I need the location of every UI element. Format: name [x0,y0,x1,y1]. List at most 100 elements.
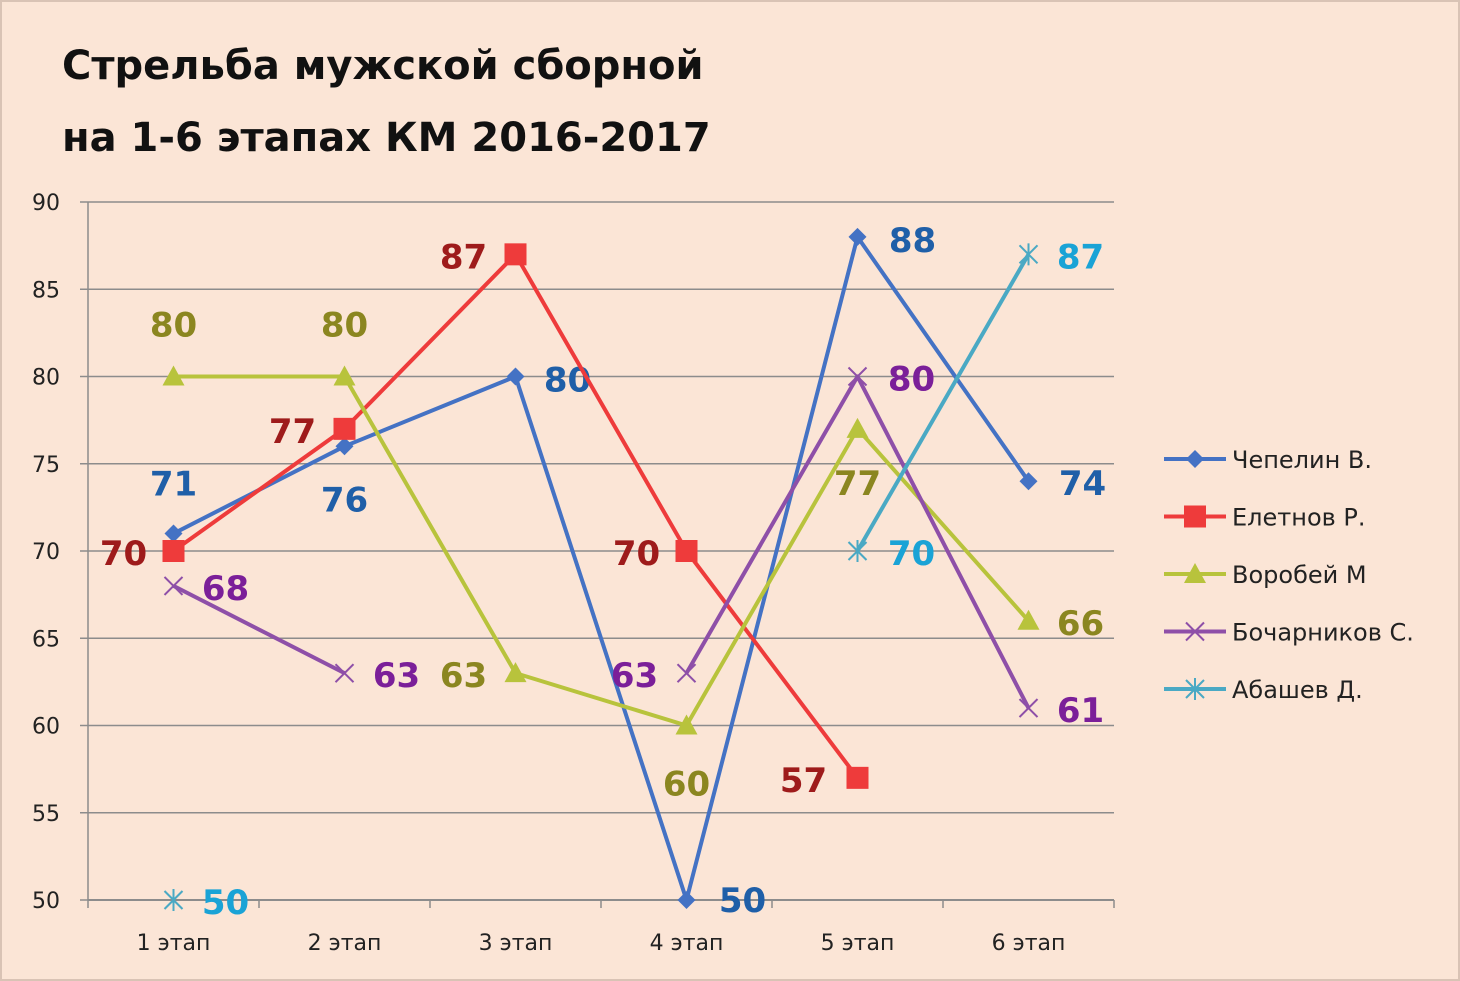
y-tick-label-80: 80 [32,366,60,391]
series-3-data-label-2: 80 [321,306,368,346]
series-3: 80 80 63 60 77 66 [150,306,1104,805]
series-1-data-label-4: 50 [719,881,766,921]
legend-swatch-marker-1 [1186,450,1204,468]
series-4-point-5 [1018,698,1039,718]
series-4-data-label-5: 61 [1057,691,1104,731]
x-axis: 1 этап 2 этап 3 этап 4 этап 5 этап 6 этап [87,899,1115,956]
series-2-data-label-3: 87 [440,237,487,277]
y-tick-label-70: 70 [32,540,60,565]
y-tick-label-75: 75 [32,453,60,478]
series-5-data-label-1: 50 [202,883,249,923]
y-tick-label-65: 65 [32,627,60,652]
y-gridlines [88,201,1114,901]
series-5-point-2 [847,540,868,562]
series-2-data-label-2: 77 [269,412,316,452]
series-1-point-2 [335,437,354,456]
series-4-point-1 [163,576,184,596]
series-5-line-1 [855,253,1031,552]
series-1-point-1 [164,524,183,543]
x-tick-label-6: 6 этап [992,931,1066,956]
series-4-point-3 [676,663,697,683]
x-tick-label-5: 5 этап [821,931,895,956]
series-1-data-label-5: 88 [889,221,936,261]
series-1-point-5 [848,227,867,246]
series-4: 68 63 63 80 61 [163,360,1104,731]
legend-item-2: Елетнов Р. [1164,504,1366,532]
series-4-data-label-3: 63 [611,656,658,696]
series-1-data-label-6: 74 [1059,464,1106,504]
series-5: 50 70 87 [163,237,1104,923]
series-2-point-3 [504,243,527,266]
legend-label-3: Воробей М [1232,561,1367,589]
series-3-data-label-3: 63 [440,656,487,696]
series-5-data-label-3: 87 [1057,237,1104,277]
x-tick-label-4: 4 этап [650,931,724,956]
chart-title-line-1: Стрельба мужской сборной [62,43,704,89]
legend-item-5: Абашев Д. [1164,676,1363,704]
series-2-point-2 [333,417,356,440]
series-4-point-4 [847,366,868,387]
series-4-data-label-1: 68 [202,569,249,609]
series-1-data-label-3: 80 [544,361,591,401]
series-2-point-4 [675,540,698,562]
legend: Чепелин В. Елетнов Р. Воробей М Бочарников … [1164,446,1414,704]
series-2-point-5 [846,766,869,789]
series-3-point-3 [504,662,527,683]
y-axis: 50 55 60 65 70 75 80 85 90 [32,191,89,914]
series-4-line-1 [172,584,346,675]
series-3-data-label-4: 60 [663,765,710,805]
series-3-data-label-1: 80 [150,306,197,346]
series-1: 71 76 80 50 88 74 [150,221,1106,921]
series-4-data-label-4: 80 [888,360,935,400]
x-tick-label-2: 2 этап [308,931,382,956]
series-2-data-label-5: 57 [780,761,827,801]
series-3-point-5 [846,417,869,438]
legend-label-4: Бочарников С. [1232,619,1414,647]
series-1-point-3 [506,367,525,386]
series-1-data-label-1: 71 [150,465,197,505]
series-1-line-1 [172,234,1031,902]
chart-title: Стрельба мужской сборной на 1-6 этапах К… [62,30,822,174]
legend-swatch-marker-3 [1184,563,1206,583]
chart-title-line-2: на 1-6 этапах КМ 2016-2017 [62,115,711,161]
series-2-point-1 [162,540,185,562]
series-2: 70 77 87 70 57 [100,237,869,801]
series-5-point-3 [1018,243,1039,266]
series-3-data-label-5: 77 [834,464,881,504]
y-tick-label-85: 85 [32,278,60,303]
y-tick-label-50: 50 [32,889,60,914]
legend-swatch-marker-4 [1185,621,1205,642]
series-5-data-label-2: 70 [888,534,935,574]
series-3-point-4 [675,714,698,735]
legend-item-4: Бочарников С. [1164,619,1414,647]
y-tick-label-55: 55 [32,802,60,827]
x-tick-label-1: 1 этап [137,931,211,956]
series-3-line-1 [173,374,1030,728]
series-3-point-2 [333,365,356,386]
series-2-line-1 [172,252,860,780]
series-3-data-label-6: 66 [1057,604,1104,644]
series-3-point-6 [1017,609,1040,630]
series-1-data-label-2: 76 [321,480,368,520]
series-1-point-6 [1019,472,1038,491]
series-4-point-2 [334,663,355,683]
y-tick-label-90: 90 [32,191,60,216]
series-4-data-label-2: 63 [373,656,420,696]
legend-item-3: Воробей М [1164,561,1367,589]
y-tick-label-60: 60 [32,715,60,740]
series-3-point-1 [162,365,185,386]
legend-label-5: Абашев Д. [1232,676,1363,704]
series-5-point-1 [163,889,184,911]
legend-swatch-marker-5 [1185,678,1205,700]
series-1-point-4 [677,891,696,909]
series-2-data-label-1: 70 [100,534,147,574]
legend-swatch-marker-2 [1184,505,1206,528]
legend-label-2: Елетнов Р. [1232,504,1366,532]
legend-label-1: Чепелин В. [1232,446,1372,474]
legend-item-1: Чепелин В. [1164,446,1372,474]
x-tick-label-3: 3 этап [479,931,553,956]
series-2-data-label-4: 70 [613,534,660,574]
